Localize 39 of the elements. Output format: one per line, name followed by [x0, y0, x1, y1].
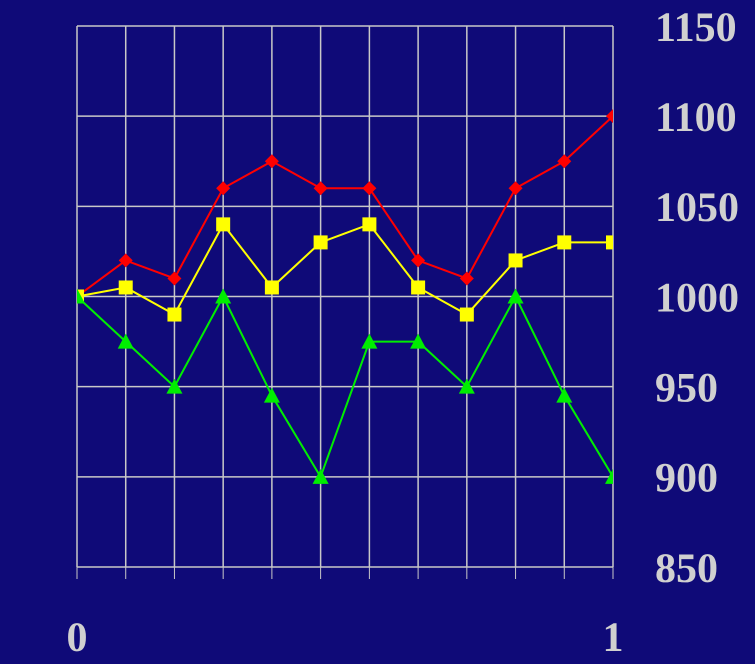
point [118, 334, 134, 349]
point [167, 271, 182, 286]
y-tick-label: 950 [655, 366, 718, 412]
point [362, 181, 376, 196]
point [118, 280, 133, 294]
point [216, 181, 230, 196]
point [167, 308, 182, 322]
point [215, 288, 232, 304]
point [314, 235, 328, 250]
point [264, 154, 279, 168]
y-tick-label: 900 [655, 456, 718, 502]
point [458, 378, 475, 394]
point [460, 271, 474, 286]
point [508, 253, 523, 268]
point [508, 288, 524, 304]
point [166, 378, 182, 394]
point [556, 388, 572, 403]
y-tick-label: 1000 [655, 275, 739, 322]
y-tick-label: 1150 [655, 4, 737, 51]
point [314, 181, 328, 196]
y-tick-label: 850 [655, 546, 718, 592]
point [410, 334, 426, 349]
point [508, 181, 523, 196]
x-tick-label: 0 [66, 614, 88, 661]
point [557, 154, 572, 168]
x-tick-label: 1 [602, 614, 624, 661]
point [557, 235, 572, 250]
point [312, 468, 329, 484]
point [264, 280, 279, 294]
point [361, 334, 378, 349]
point [216, 217, 230, 232]
point [264, 388, 280, 403]
y-tick-label: 1100 [655, 95, 737, 142]
point [118, 253, 133, 268]
point [460, 308, 474, 322]
point [362, 217, 376, 232]
y-tick-label: 1050 [655, 185, 739, 232]
point [411, 280, 426, 294]
point [411, 253, 426, 268]
